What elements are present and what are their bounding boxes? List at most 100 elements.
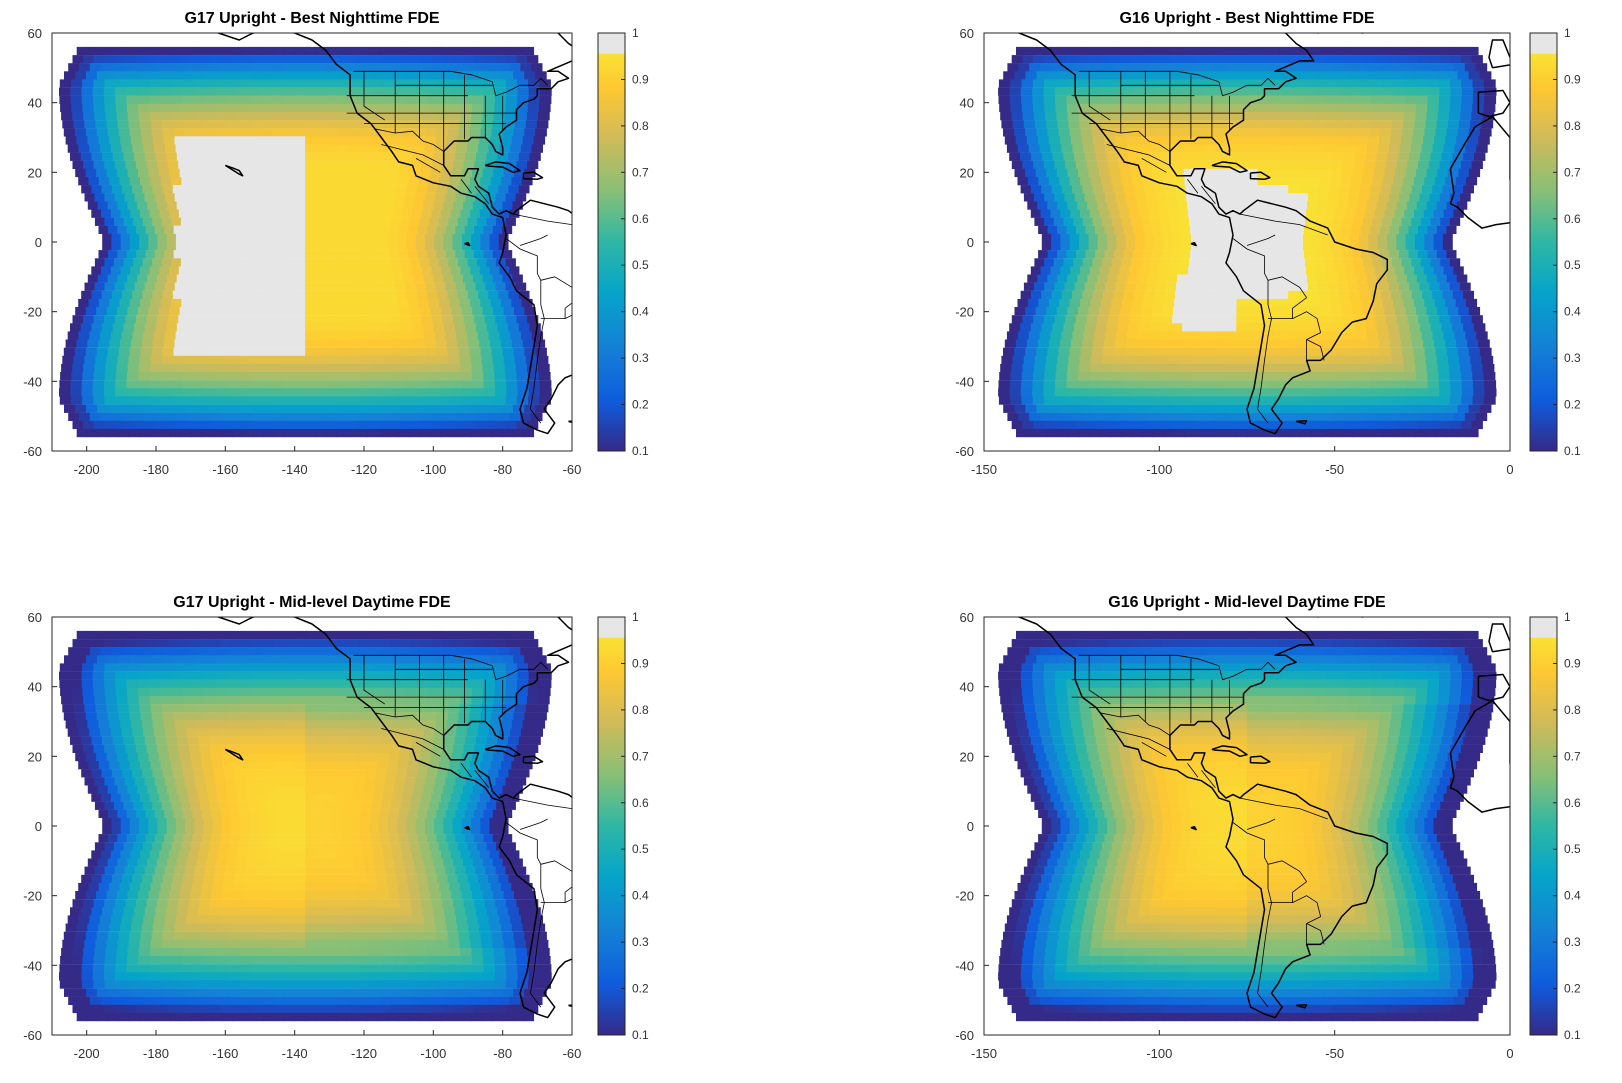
x-tick-label: -150: [971, 1046, 997, 1061]
political-border: [1257, 864, 1272, 1008]
colorbar-tick-label: 0.1: [1564, 444, 1581, 458]
y-tick-label: -20: [955, 889, 974, 904]
coastline-africa: [1449, 115, 1510, 229]
coastline-hisp: [1249, 755, 1271, 765]
colorbar-tick-label: 0.2: [1564, 398, 1581, 412]
political-border: [529, 280, 545, 424]
panel-title: G17 Upright - Mid-level Daytime FDE: [173, 594, 451, 611]
coastline-galap: [1190, 241, 1197, 247]
political-border: [381, 144, 444, 166]
political-border: [1106, 728, 1171, 750]
colorbar-tick-label: 0.1: [1564, 1028, 1581, 1042]
political-border: [415, 158, 441, 173]
y-tick-label: -60: [955, 444, 974, 459]
y-tick-label: 20: [28, 749, 42, 764]
political-border: [1267, 860, 1308, 903]
political-border: [474, 186, 490, 204]
colorbar-tick-label: 0.7: [632, 165, 649, 179]
coastline-americas: [1014, 33, 1389, 435]
colorbar-tick-label: 1: [1564, 26, 1571, 40]
colorbar-tick-label: 0.9: [632, 72, 649, 86]
coastline-iberia: [1477, 673, 1510, 702]
coastline-greenland: [572, 0, 711, 33]
y-tick-label: 20: [960, 165, 974, 180]
political-border: [513, 797, 572, 810]
political-border: [381, 728, 444, 750]
political-border: [1267, 276, 1308, 319]
colorbar-tick-label: 0.8: [1564, 703, 1581, 717]
political-border: [1088, 71, 1111, 121]
political-border: [1246, 234, 1276, 246]
coverage-map: [998, 617, 1510, 1022]
panel-g17-night: G17 Upright - Best Nighttime FDE 60 40 20 0 -…: [23, 0, 783, 477]
x-tick-label: -140: [282, 462, 308, 477]
political-border: [460, 179, 472, 194]
panel-g17-day: G17 Upright - Mid-level Daytime FDE 60 40 2…: [23, 594, 783, 1061]
political-border: [353, 70, 548, 97]
political-border: [1239, 797, 1328, 820]
colorbar-tick-label: 0.9: [632, 656, 649, 670]
y-tick-label: -20: [955, 305, 974, 320]
x-tick-label: -60: [563, 462, 582, 477]
x-tick-label: -200: [74, 1046, 100, 1061]
colorbar-tick-label: 1: [632, 610, 639, 624]
political-border: [374, 712, 444, 736]
x-tick-label: -180: [143, 1046, 169, 1061]
political-border: [1078, 70, 1276, 97]
political-border: [540, 898, 572, 903]
colorbar-tick-label: 0.9: [1564, 72, 1581, 86]
colorbar-tick-label: 0.7: [1564, 749, 1581, 763]
x-tick-label: -200: [74, 462, 100, 477]
x-tick-label: -120: [351, 462, 377, 477]
colorbar-tick-label: 0.4: [632, 889, 649, 903]
political-border: [460, 763, 472, 778]
political-border: [529, 864, 545, 1008]
coastline-hisp: [522, 171, 544, 181]
colorbar-tick-label: 0.2: [632, 398, 649, 412]
x-tick-label: 0: [1506, 1046, 1513, 1061]
coastline-africa: [1449, 699, 1510, 813]
political-border: [1306, 923, 1325, 945]
coastline-falk: [568, 420, 572, 424]
political-border: [1201, 186, 1216, 204]
y-tick-label: -60: [23, 444, 42, 459]
x-tick-label: -100: [420, 462, 446, 477]
coastline-galap: [1190, 825, 1197, 831]
colorbar: 1 0.9 0.8 0.7 0.6 0.5 0.4 0.3 0.2 0.1: [597, 610, 649, 1042]
colorbar-tick-label: 0.1: [632, 1028, 649, 1042]
x-tick-label: -100: [420, 1046, 446, 1061]
y-tick-label: -40: [23, 958, 42, 973]
colorbar-scale: [1529, 616, 1558, 1036]
colorbar-scale: [1529, 32, 1558, 452]
y-tick-label: 60: [28, 26, 42, 41]
political-border: [519, 234, 548, 246]
political-border: [374, 128, 444, 152]
x-tick-label: -60: [563, 1046, 582, 1061]
y-tick-label: 60: [960, 610, 974, 625]
coverage-map: [59, 0, 783, 438]
coastline-galap: [464, 825, 471, 831]
political-border: [540, 860, 572, 903]
x-tick-label: -80: [493, 1046, 512, 1061]
political-border: [1257, 280, 1272, 424]
political-border: [1106, 144, 1171, 166]
colorbar-tick-label: 0.7: [632, 749, 649, 763]
political-border: [363, 655, 386, 705]
colorbar-tick-label: 0.1: [632, 444, 649, 458]
x-tick-label: -100: [1146, 1046, 1172, 1061]
y-tick-label: 0: [35, 819, 42, 834]
colorbar-tick-label: 0.8: [632, 119, 649, 133]
colorbar-tick-label: 0.3: [1564, 935, 1581, 949]
political-border: [1187, 179, 1199, 194]
colorbar-tick-label: 0.8: [632, 703, 649, 717]
y-tick-label: -40: [955, 374, 974, 389]
coastline-uk: [759, 40, 783, 68]
coastline-uk: [759, 624, 783, 652]
political-border: [1078, 654, 1276, 681]
political-border: [505, 238, 542, 281]
coastline-uk: [1488, 39, 1510, 69]
colorbar-tick-label: 1: [1564, 610, 1571, 624]
x-tick-label: -120: [351, 1046, 377, 1061]
coastline-cuba: [1211, 161, 1248, 174]
colorbar: 1 0.9 0.8 0.7 0.6 0.5 0.4 0.3 0.2 0.1: [1529, 26, 1581, 458]
